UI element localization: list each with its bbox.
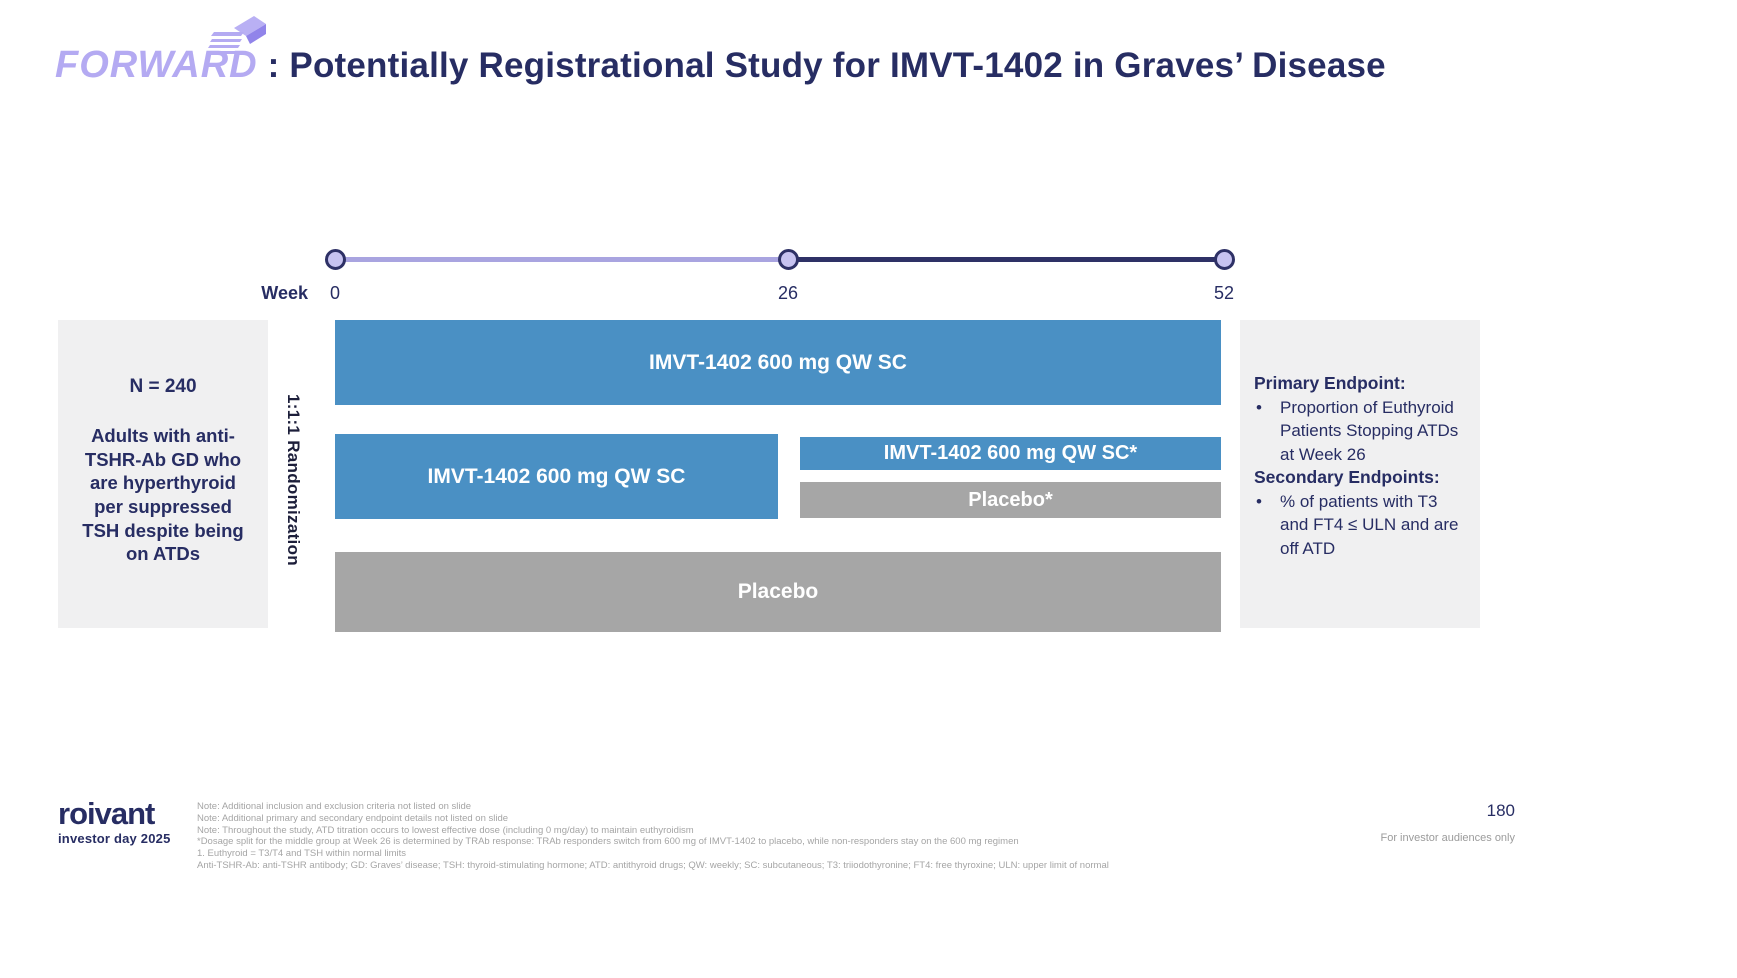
arm-bar-imvt-second-half: IMVT-1402 600 mg QW SC* — [800, 437, 1221, 470]
footnote-line: 1. Euthyroid = T3/T4 and TSH within norm… — [197, 848, 406, 860]
footnote-line: *Dosage split for the middle group at We… — [197, 836, 1019, 848]
timeline-axis-label: Week — [261, 283, 308, 303]
arm-bar-label: IMVT-1402 600 mg QW SC — [649, 350, 907, 374]
timeline-node-week26 — [778, 249, 799, 270]
secondary-endpoint-item: % of patients with T3 and FT4 ≤ ULN and … — [1254, 490, 1466, 560]
primary-endpoint-text: Proportion of Euthyroid Patients Stoppin… — [1280, 397, 1459, 464]
timeline-tick-26: 26 — [777, 283, 799, 303]
roivant-event-label: investor day 2025 — [58, 831, 171, 846]
arm-bar-placebo-full: Placebo — [335, 552, 1221, 632]
page-title: : Potentially Registrational Study for I… — [267, 46, 1386, 85]
timeline-segment-26-52 — [788, 257, 1224, 262]
primary-endpoint-heading: Primary Endpoint: — [1254, 373, 1406, 393]
endpoints-box: Primary Endpoint: Proportion of Euthyroi… — [1240, 320, 1480, 628]
primary-endpoint-item: Proportion of Euthyroid Patients Stoppin… — [1254, 396, 1466, 466]
secondary-endpoint-text: % of patients with T3 and FT4 ≤ ULN and … — [1280, 491, 1459, 558]
timeline-node-week0 — [325, 249, 346, 270]
secondary-endpoint-heading: Secondary Endpoints: — [1254, 466, 1440, 487]
footnote-line: Note: Throughout the study, ATD titratio… — [197, 824, 694, 836]
roivant-wordmark: roivant — [58, 796, 155, 831]
page-number: 180 — [1486, 801, 1515, 820]
footnotes: Note: Additional inclusion and exclusion… — [197, 801, 1297, 872]
population-n: N = 240 — [129, 376, 197, 397]
arm-bar-imvt-full: IMVT-1402 600 mg QW SC — [335, 320, 1221, 405]
forward-logo: FORWARD — [55, 16, 266, 87]
footnote-line: Note: Additional primary and secondary e… — [197, 812, 509, 824]
arm-bar-label: IMVT-1402 600 mg QW SC* — [883, 442, 1138, 464]
timeline-segment-0-26 — [335, 257, 788, 262]
arm-bar-label: Placebo* — [968, 488, 1053, 511]
arm-bar-label: Placebo — [737, 580, 819, 603]
footnote-line: Anti-TSHR-Ab: anti-TSHR antibody; GD: Gr… — [197, 859, 1109, 871]
header: FORWARD : Potentially Registrational Stu… — [55, 16, 1386, 87]
randomization-label: 1:1:1 Randomization — [284, 394, 303, 566]
arm-bar-placebo-second-half: Placebo* — [800, 482, 1221, 518]
forward-arrow-icon — [205, 16, 266, 54]
footnote-line: Note: Additional inclusion and exclusion… — [197, 801, 472, 812]
timeline-node-week52 — [1214, 249, 1235, 270]
audience-note: For investor audiences only — [1380, 832, 1515, 844]
arm-bar-label: IMVT-1402 600 mg QW SC — [427, 464, 686, 488]
arm-bar-imvt-first-half: IMVT-1402 600 mg QW SC — [335, 434, 778, 519]
population-description: Adults with anti-TSHR-Ab GD who are hype… — [82, 425, 244, 565]
roivant-logo: roivant investor day 2025 — [58, 798, 171, 846]
timeline-tick-0: 0 — [330, 283, 341, 303]
population-box: N = 240 Adults with anti-TSHR-Ab GD who … — [58, 320, 268, 628]
timeline-tick-52: 52 — [1213, 283, 1235, 303]
